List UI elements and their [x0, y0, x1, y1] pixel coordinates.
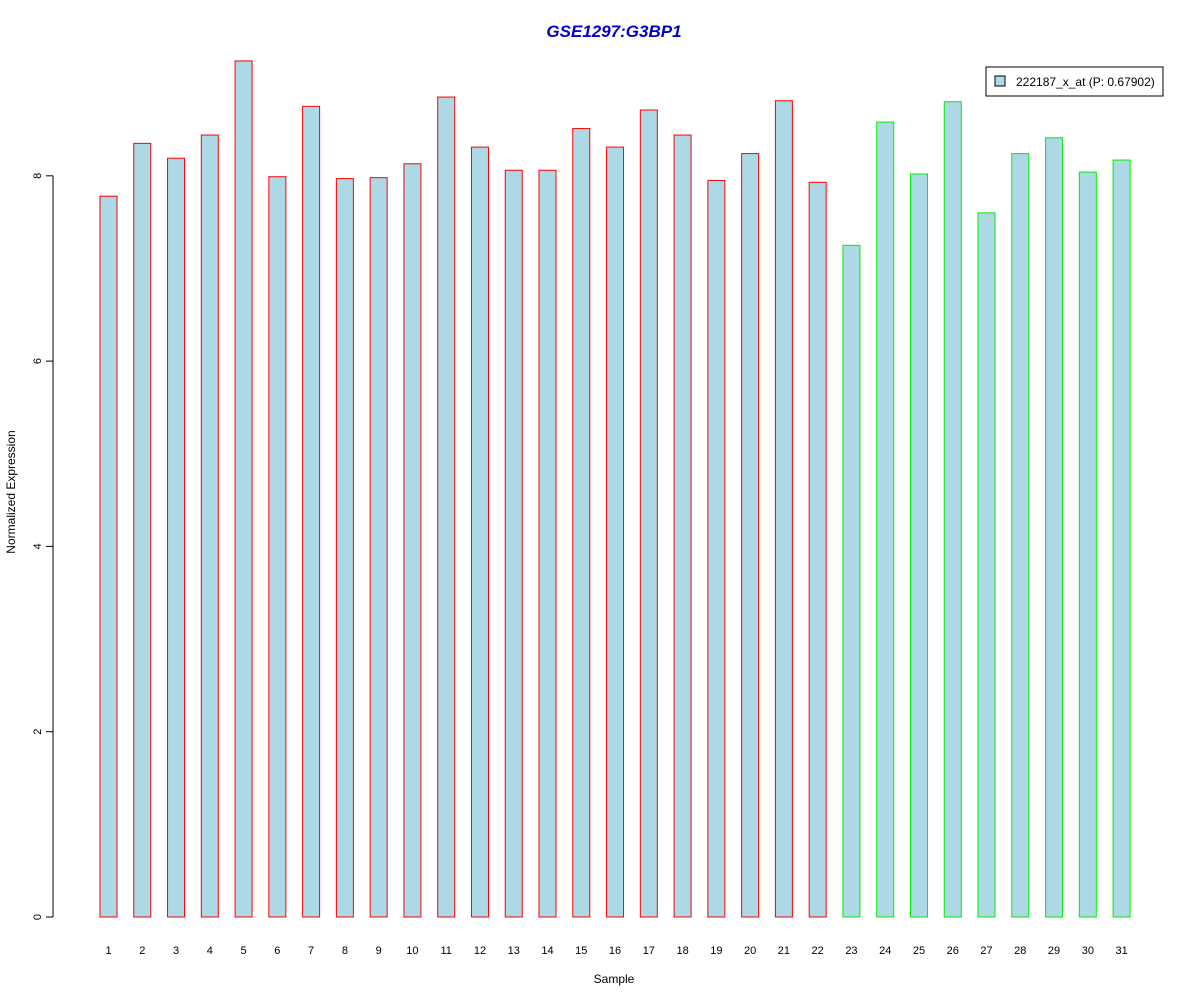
bar-sample-23	[842, 244, 861, 918]
x-tick-label: 8	[342, 945, 348, 957]
bar-sample-12	[470, 146, 489, 918]
legend-label: 222187_x_at (P: 0.67902)	[1016, 75, 1155, 89]
x-tick-label: 21	[778, 945, 790, 957]
bar-sample-8	[335, 178, 354, 918]
bar-sample-1	[99, 195, 118, 918]
x-tick-label: 31	[1115, 945, 1127, 957]
x-tick-label: 23	[845, 945, 857, 957]
x-tick-label: 24	[879, 945, 891, 957]
x-tick-label: 7	[308, 945, 314, 957]
x-tick-label: 27	[980, 945, 992, 957]
y-tick-label: 6	[32, 358, 44, 364]
y-tick-label: 2	[32, 729, 44, 735]
x-tick-label: 13	[508, 945, 520, 957]
bar-sample-16	[606, 146, 625, 918]
x-tick-label: 30	[1082, 945, 1094, 957]
x-tick-label: 11	[440, 945, 451, 957]
bar-sample-31	[1112, 159, 1131, 918]
x-tick-label: 28	[1014, 945, 1026, 957]
bar-sample-20	[741, 153, 760, 918]
bar-sample-24	[876, 121, 895, 918]
bar-sample-28	[1011, 153, 1030, 918]
bar-sample-18	[673, 134, 692, 918]
x-tick-label: 1	[105, 945, 111, 957]
x-tick-label: 15	[575, 945, 587, 957]
bar-sample-21	[774, 100, 793, 918]
x-tick-label: 29	[1048, 945, 1060, 957]
x-tick-label: 20	[744, 945, 756, 957]
bar-sample-7	[302, 105, 321, 918]
x-tick-label: 22	[812, 945, 824, 957]
bar-sample-15	[572, 128, 591, 918]
bar-sample-22	[808, 181, 827, 918]
x-tick-label: 6	[274, 945, 280, 957]
y-tick-label: 4	[32, 543, 44, 549]
x-tick-label: 26	[947, 945, 959, 957]
bar-sample-27	[977, 212, 996, 918]
bar-sample-17	[639, 109, 658, 918]
bar-sample-3	[167, 157, 186, 918]
bar-sample-30	[1078, 171, 1097, 918]
bar-sample-26	[943, 101, 962, 918]
x-tick-label: 14	[541, 945, 553, 957]
x-tick-label: 5	[241, 945, 247, 957]
x-tick-label: 17	[643, 945, 655, 957]
legend: 222187_x_at (P: 0.67902)	[985, 66, 1164, 97]
bar-sample-2	[133, 142, 152, 918]
bar-sample-6	[268, 176, 287, 918]
y-axis: 0 2 4 6 8	[32, 173, 54, 920]
legend-box	[985, 66, 1164, 97]
bar-sample-10	[403, 163, 422, 918]
bar-sample-19	[707, 179, 726, 918]
x-tick-label: 4	[207, 945, 213, 957]
bars-group	[99, 60, 1131, 918]
x-tick-labels: 1 2 3 4 5 6 7 8 9 10 11 12 13 14 15 16 17 18 19 20 21 22 23 24 2…	[105, 945, 1127, 957]
bar-sample-13	[504, 169, 523, 918]
bar-sample-9	[369, 177, 388, 918]
x-tick-label: 3	[173, 945, 179, 957]
bar-sample-14	[538, 169, 557, 918]
bar-sample-4	[200, 134, 219, 918]
chart-title: GSE1297:G3BP1	[546, 22, 681, 41]
bar-sample-29	[1045, 137, 1064, 918]
y-tick-label: 8	[32, 173, 44, 179]
x-tick-label: 12	[474, 945, 486, 957]
x-tick-label: 25	[913, 945, 925, 957]
x-tick-label: 19	[710, 945, 722, 957]
y-axis-title: Normalized Expression	[4, 430, 18, 553]
x-tick-label: 16	[609, 945, 621, 957]
y-tick-label: 0	[32, 914, 44, 920]
bar-sample-5	[234, 60, 253, 918]
x-tick-label: 10	[406, 945, 418, 957]
x-tick-label: 18	[676, 945, 688, 957]
x-tick-label: 2	[139, 945, 145, 957]
bar-sample-25	[909, 173, 928, 918]
bar-sample-11	[437, 96, 456, 918]
x-axis-title: Sample	[594, 972, 635, 986]
x-tick-label: 9	[376, 945, 382, 957]
legend-swatch	[994, 75, 1006, 87]
